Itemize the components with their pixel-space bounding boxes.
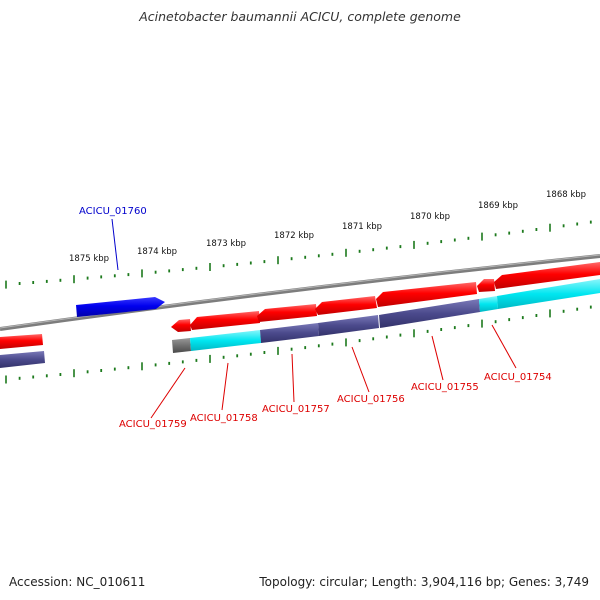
gene-label-acicu-01760[interactable]: ACICU_01760	[79, 206, 147, 217]
cds-box-acicu-01756[interactable]	[318, 315, 379, 336]
cds-box-acicu-01754b[interactable]	[497, 279, 600, 309]
gene-arrow-acicu-01760[interactable]	[76, 297, 165, 317]
cds-box-acicu-01758[interactable]	[190, 330, 261, 351]
gene-label-acicu-01759[interactable]: ACICU_01759	[119, 419, 187, 430]
leader-line-acicu-01755	[431, 335, 444, 381]
cds-box-acicu-01755[interactable]	[379, 299, 480, 328]
gene-arrow-acicu-01757[interactable]	[257, 304, 317, 322]
scale-label-1871: 1871 kbp	[342, 222, 382, 232]
scale-label-1873: 1873 kbp	[206, 239, 246, 249]
gene-label-acicu-01754[interactable]: ACICU_01754	[484, 372, 552, 383]
gene-arrow-acicu-01755[interactable]	[376, 282, 477, 307]
map-title: Acinetobacter baumannii ACICU, complete …	[139, 9, 461, 24]
scale-label-1868: 1868 kbp	[546, 190, 586, 200]
genome-backbone-highlight	[0, 254, 600, 329]
genome-backbone	[0, 254, 600, 331]
leader-line-acicu-01759	[150, 367, 186, 419]
gene-arrow-acicu-01759[interactable]	[171, 319, 191, 332]
cds-box-acicu-01754a[interactable]	[479, 296, 498, 312]
gene-arrow-left-edge[interactable]	[0, 334, 43, 349]
cds-box-acicu-01759[interactable]	[172, 338, 191, 353]
cds-box-left-edge[interactable]	[0, 351, 45, 368]
leader-line-acicu-01760	[111, 218, 119, 271]
scale-ticks-inner	[5, 305, 592, 384]
accession-text: Accession: NC_010611	[9, 575, 146, 589]
gene-label-acicu-01758[interactable]: ACICU_01758	[190, 413, 258, 424]
leader-line-acicu-01756	[351, 346, 370, 393]
scale-label-1872: 1872 kbp	[274, 231, 314, 241]
scale-ticks-outer	[5, 220, 592, 289]
scale-label-1869: 1869 kbp	[478, 201, 518, 211]
scale-label-1875: 1875 kbp	[69, 254, 109, 264]
gene-label-acicu-01757[interactable]: ACICU_01757	[262, 404, 330, 415]
gene-label-acicu-01755[interactable]: ACICU_01755	[411, 382, 479, 393]
scale-label-1874: 1874 kbp	[137, 247, 177, 257]
cds-box-acicu-01757[interactable]	[260, 323, 319, 343]
leader-line-acicu-01757	[291, 353, 295, 403]
gene-arrow-acicu-01758[interactable]	[190, 311, 260, 330]
scale-label-1870: 1870 kbp	[410, 212, 450, 222]
gene-label-acicu-01756[interactable]: ACICU_01756	[337, 394, 405, 405]
leader-line-acicu-01754	[491, 324, 517, 369]
gene-arrow-acicu-01754b[interactable]	[494, 262, 600, 289]
topology-text: Topology: circular; Length: 3,904,116 bp…	[259, 575, 589, 589]
gene-arrow-acicu-01756[interactable]	[315, 296, 377, 315]
gene-arrow-acicu-01754a[interactable]	[477, 279, 495, 292]
leader-line-acicu-01758	[221, 362, 229, 411]
